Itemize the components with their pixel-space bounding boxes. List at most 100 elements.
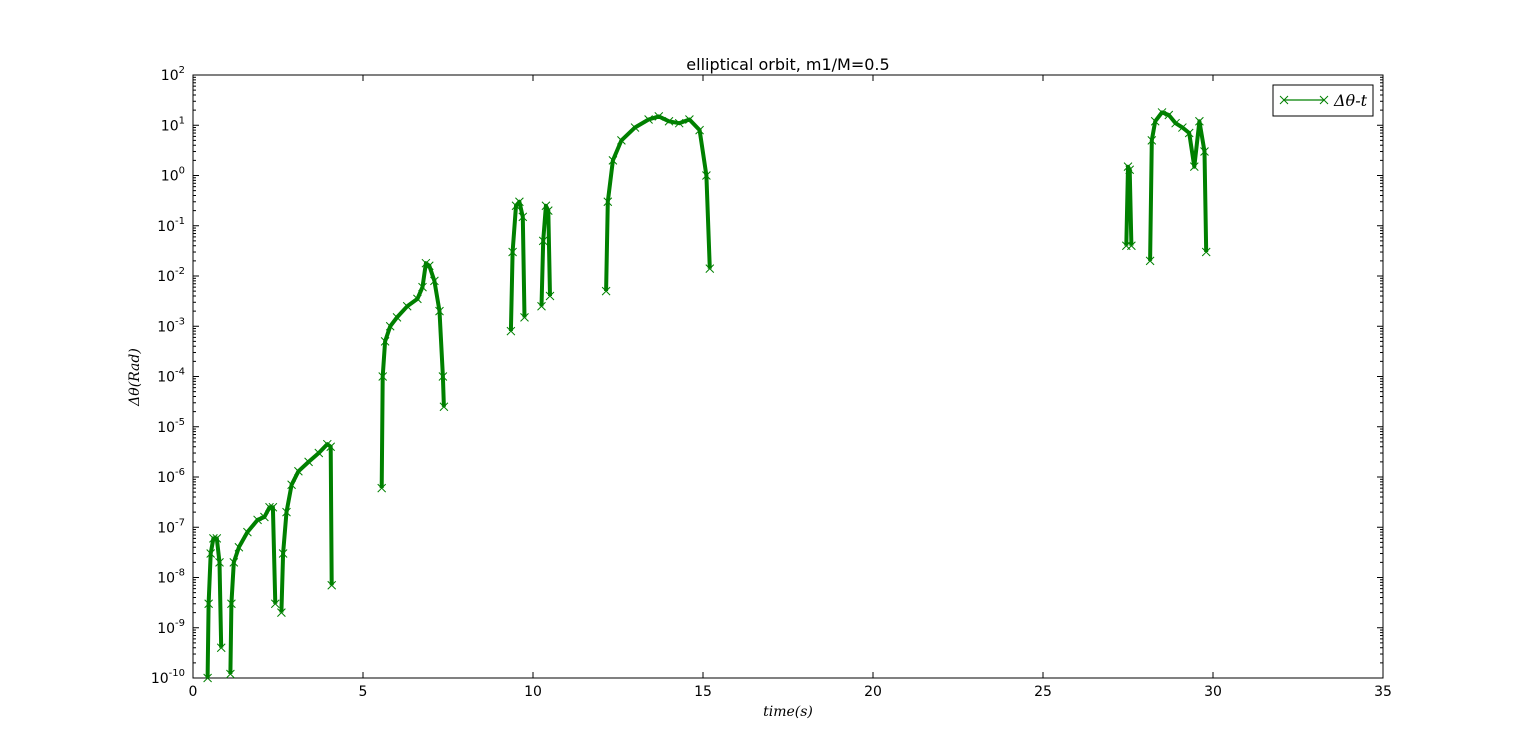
y-tick-label: 10-2 <box>157 266 185 285</box>
data-point-marker <box>664 116 674 126</box>
y-tick-label: 100 <box>161 166 185 185</box>
data-point-marker <box>206 549 216 558</box>
y-tick-label: 10-4 <box>157 367 185 386</box>
data-point-marker <box>603 197 613 207</box>
data-point-marker <box>215 558 224 567</box>
y-tick-base: 10 <box>157 319 175 335</box>
data-point-marker <box>287 480 296 490</box>
x-tick-label: 5 <box>359 684 368 700</box>
data-point-marker <box>327 580 337 590</box>
data-point-marker <box>413 294 422 304</box>
y-tick-base: 10 <box>157 370 175 386</box>
x-tick-label: 0 <box>189 684 198 700</box>
data-point-marker <box>1189 162 1199 172</box>
y-tick-base: 10 <box>161 68 179 84</box>
data-point-marker <box>543 206 553 215</box>
series-segment-1 <box>228 505 278 675</box>
data-point-marker <box>545 291 555 301</box>
data-point-marker <box>226 669 235 679</box>
y-tick-exponent: -1 <box>175 216 185 227</box>
y-tick-exponent: 0 <box>179 166 185 177</box>
data-point-marker <box>270 599 280 609</box>
x-tick-label: 15 <box>694 684 712 700</box>
data-point-marker <box>438 372 448 381</box>
series-group <box>203 108 1211 683</box>
data-point-marker <box>243 527 252 537</box>
data-point-marker <box>695 125 704 135</box>
data-point-marker <box>392 313 402 322</box>
data-point-marker <box>326 442 336 452</box>
y-tick-label: 10-8 <box>157 568 185 587</box>
y-tick-base: 10 <box>157 470 175 486</box>
chart-title: elliptical orbit, m1/M=0.5 <box>686 55 889 74</box>
y-tick-label: 10-10 <box>151 668 185 687</box>
data-point-marker <box>508 247 517 257</box>
y-tick-base: 10 <box>151 671 169 687</box>
data-point-marker <box>227 599 236 609</box>
y-tick-exponent: -5 <box>175 417 185 428</box>
data-point-marker <box>294 466 303 476</box>
y-axis-ticks: 10-1010-910-810-710-610-510-410-310-210-… <box>151 65 1383 687</box>
y-tick-base: 10 <box>157 571 175 587</box>
data-point-marker <box>1201 247 1211 257</box>
data-point-marker <box>1147 136 1157 145</box>
data-point-marker <box>1195 116 1204 126</box>
y-tick-label: 102 <box>161 65 185 84</box>
legend: Δθ-t <box>1272 84 1374 117</box>
legend-marker-swatch <box>1279 95 1329 105</box>
data-point-marker <box>1157 108 1167 117</box>
y-tick-base: 10 <box>157 520 175 536</box>
data-point-marker <box>216 643 226 653</box>
y-tick-exponent: 2 <box>179 65 185 76</box>
data-point-marker <box>265 502 274 512</box>
y-axis-label: Δθ(Rad) <box>127 348 143 407</box>
data-point-marker <box>654 112 664 121</box>
y-tick-label: 10-7 <box>157 517 185 536</box>
y-tick-exponent: -10 <box>169 668 185 679</box>
data-point-marker <box>380 337 390 346</box>
data-point-marker <box>378 372 388 381</box>
data-point-marker <box>1200 147 1209 156</box>
data-point-marker <box>702 171 711 180</box>
y-tick-exponent: -3 <box>175 316 185 327</box>
data-point-marker <box>268 502 278 512</box>
y-tick-label: 10-6 <box>157 467 185 486</box>
x-axis-ticks: 0 5 10 15 20 25 30 35 <box>189 75 1392 700</box>
data-point-marker <box>705 264 715 274</box>
data-point-marker <box>260 512 269 522</box>
plot-area: 0 5 10 15 20 25 30 35 10-1010-910-810-710-610-5… <box>151 65 1392 700</box>
data-point-marker <box>229 558 239 567</box>
y-tick-exponent: -4 <box>175 367 185 378</box>
x-tick-label: 20 <box>864 684 882 700</box>
y-tick-base: 10 <box>157 269 175 285</box>
y-tick-label: 10-5 <box>157 417 185 436</box>
data-point-marker <box>209 534 218 543</box>
data-point-marker <box>1125 165 1135 175</box>
data-point-marker <box>537 301 546 311</box>
data-point-marker <box>204 599 213 609</box>
data-point-marker <box>277 608 286 617</box>
y-tick-base: 10 <box>157 219 175 235</box>
y-tick-exponent: -7 <box>175 517 185 528</box>
x-tick-label: 25 <box>1034 684 1052 700</box>
data-point-marker <box>1164 110 1174 120</box>
data-point-marker <box>212 534 222 543</box>
data-point-marker <box>385 321 395 331</box>
x-axis-label: time(s) <box>763 704 813 720</box>
data-point-marker <box>617 136 626 145</box>
y-tick-base: 10 <box>161 118 179 134</box>
data-point-marker <box>203 673 212 683</box>
y-tick-base: 10 <box>157 621 175 637</box>
x-tick-label: 35 <box>1374 684 1392 700</box>
y-tick-label: 10-9 <box>157 618 185 637</box>
data-point-marker <box>1150 116 1160 126</box>
plot-frame <box>192 74 1384 679</box>
y-tick-label: 10-1 <box>157 216 185 235</box>
x-tick-label: 10 <box>524 684 542 700</box>
data-point-marker <box>439 402 449 412</box>
data-point-marker <box>520 313 529 322</box>
y-tick-label: 10-3 <box>157 316 185 335</box>
data-point-marker <box>644 115 653 124</box>
series-segment-3 <box>379 261 446 489</box>
